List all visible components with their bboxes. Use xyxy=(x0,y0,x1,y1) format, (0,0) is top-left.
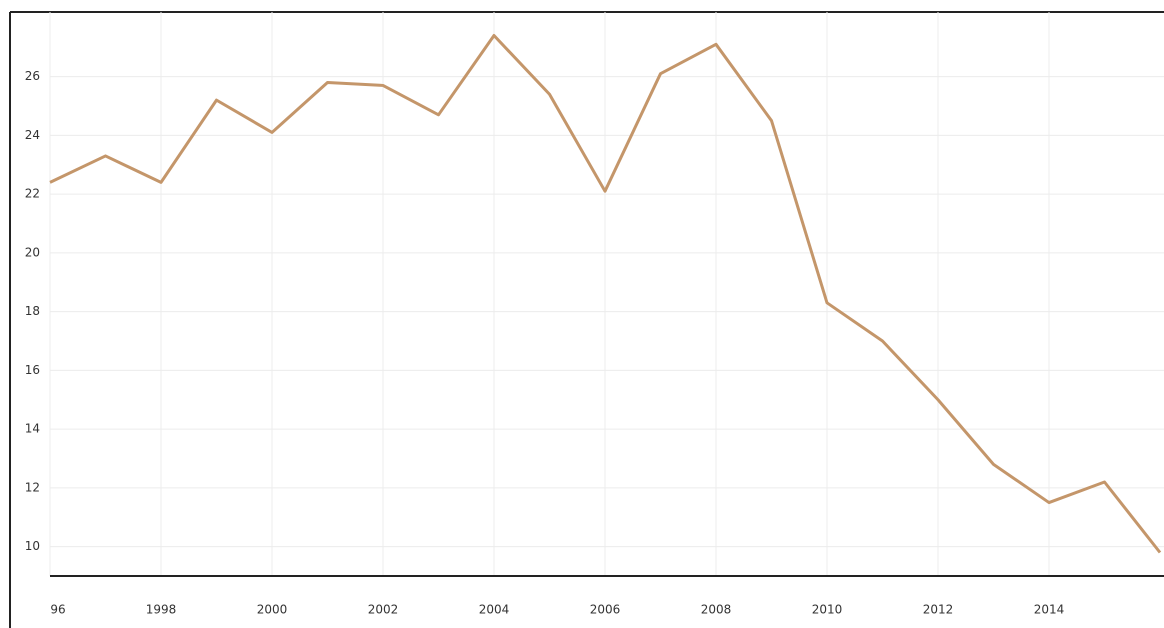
x-tick-label: 2012 xyxy=(923,603,954,617)
x-tick-label: 2008 xyxy=(701,603,732,617)
x-tick-label: 96 xyxy=(50,603,65,617)
y-tick-label: 18 xyxy=(25,304,40,318)
y-tick-label: 12 xyxy=(25,480,40,494)
x-tick-label: 2004 xyxy=(479,603,510,617)
x-tick-label: 2002 xyxy=(368,603,399,617)
grid xyxy=(49,12,1164,576)
y-tick-label: 26 xyxy=(25,69,40,83)
x-tick-label: 2014 xyxy=(1034,603,1065,617)
y-tick-label: 20 xyxy=(25,245,40,259)
data-line xyxy=(49,34,1162,554)
x-tick-label: 2010 xyxy=(812,603,843,617)
y-tick-label: 24 xyxy=(25,128,40,142)
x-tick-label: 2000 xyxy=(257,603,288,617)
y-tick-label: 14 xyxy=(25,422,40,436)
y-tick-label: 22 xyxy=(25,187,40,201)
x-tick-label: 1998 xyxy=(146,603,177,617)
x-tick-label: 2006 xyxy=(590,603,621,617)
y-tick-label: 10 xyxy=(25,539,40,553)
y-tick-label: 16 xyxy=(25,363,40,377)
